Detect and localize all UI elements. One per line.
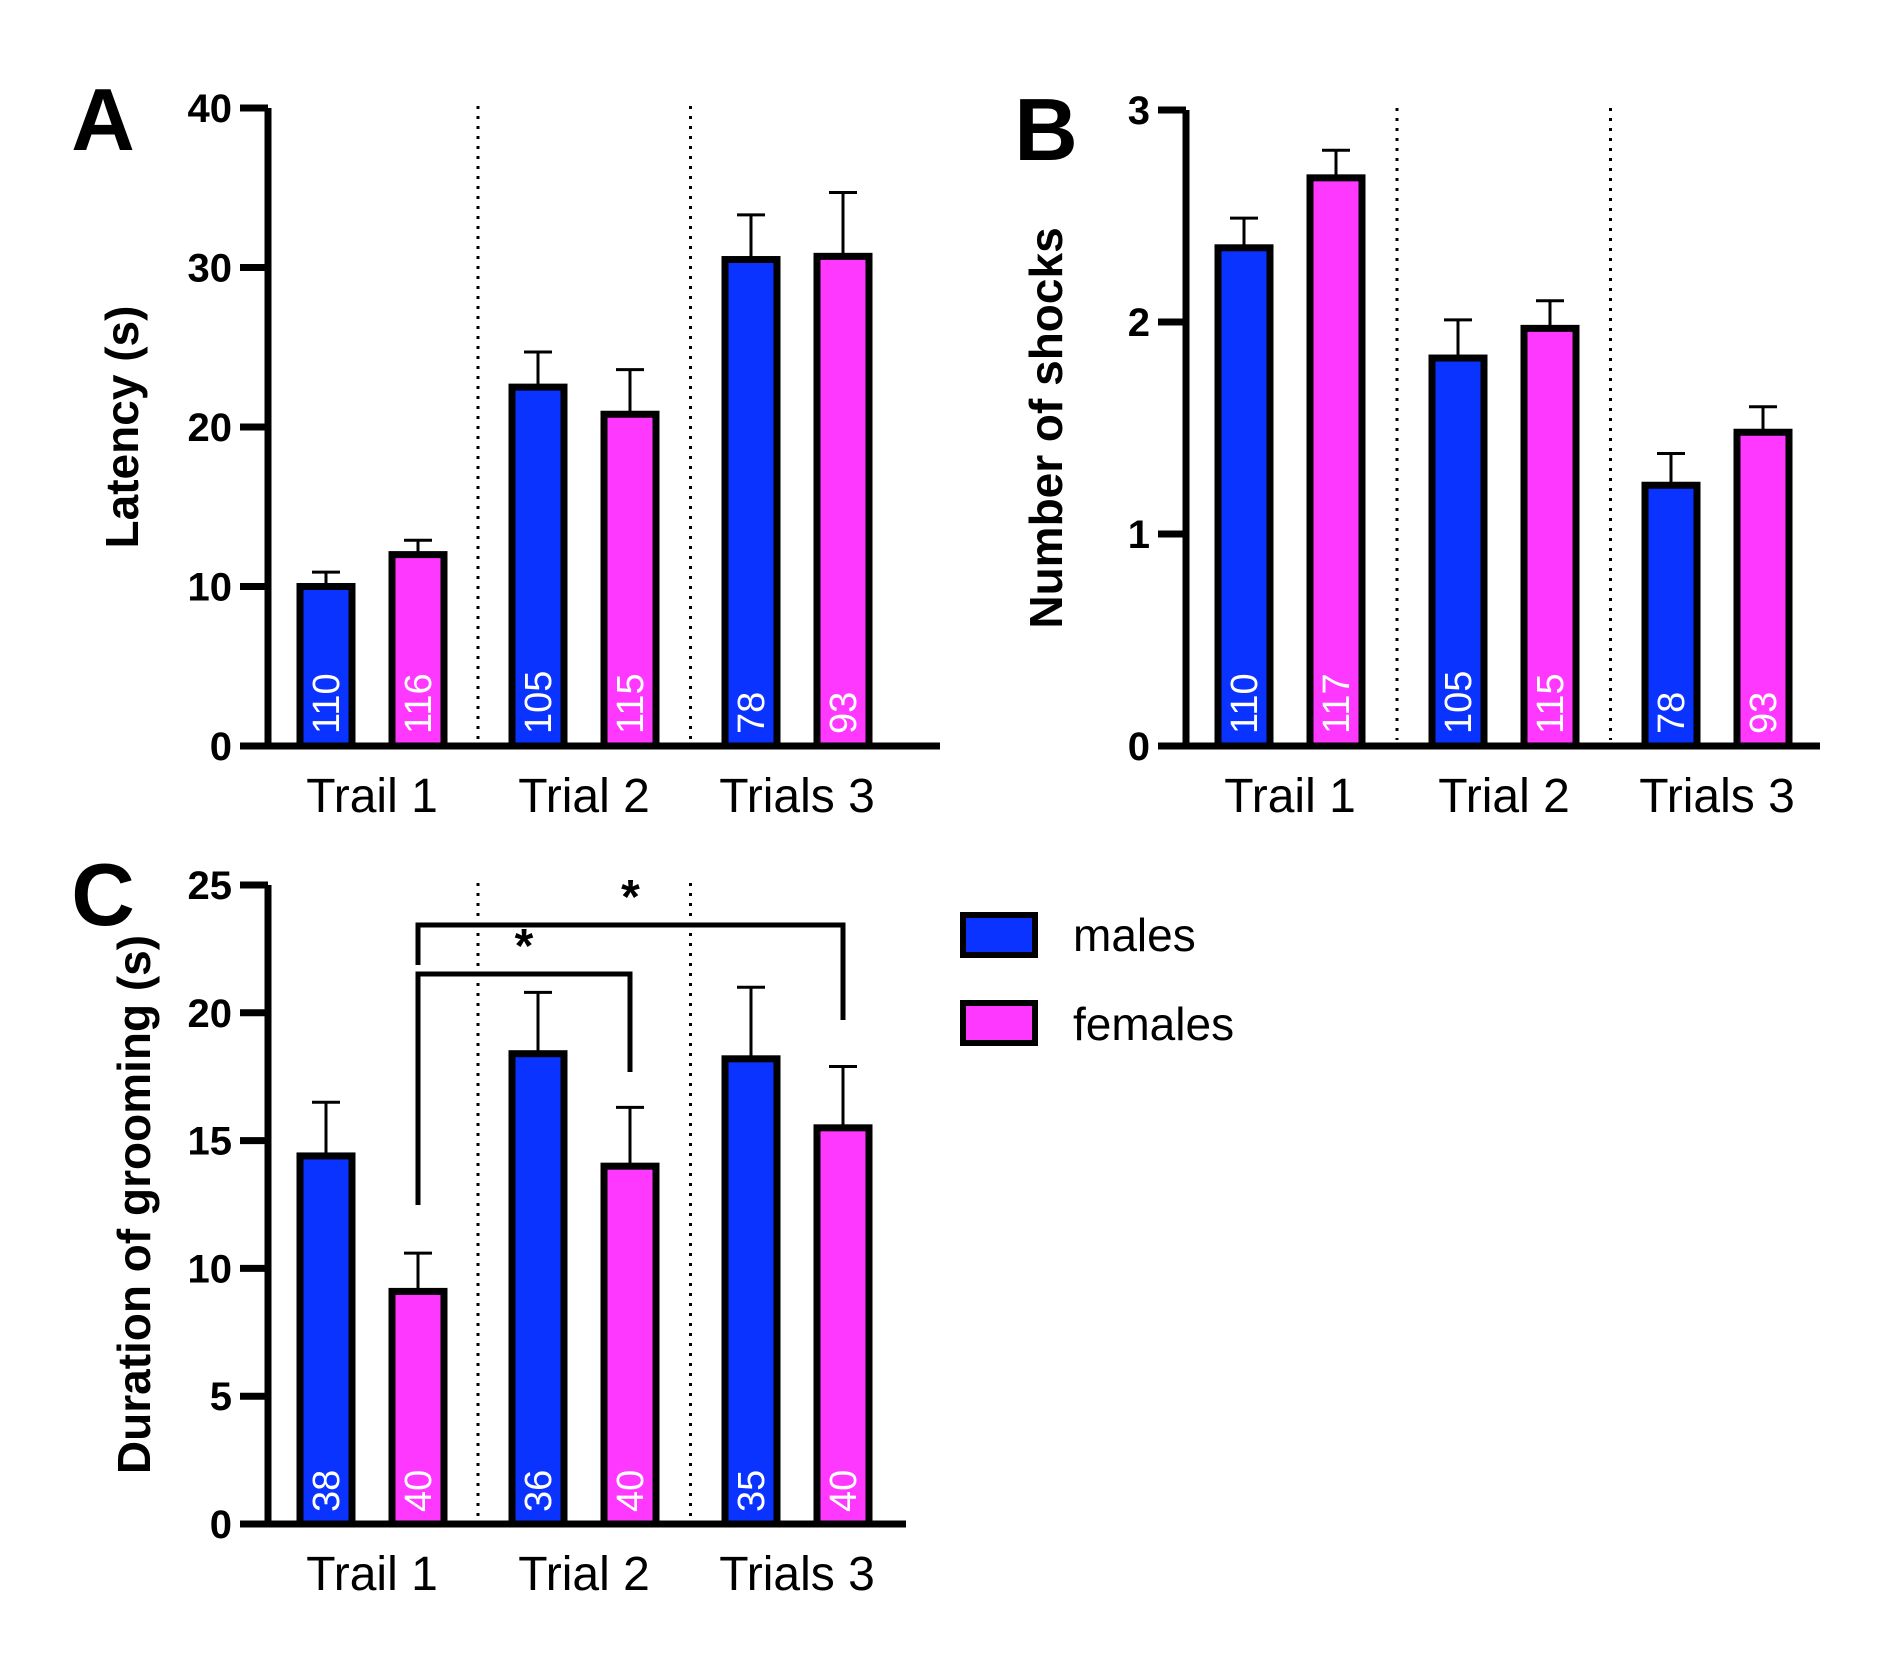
- bar-a-males-3: [721, 256, 781, 750]
- x-tick-label-b-1: Trail 1: [1224, 770, 1356, 823]
- n-label-a-males-3: 78: [731, 692, 773, 734]
- bar-c-males-3: [721, 1055, 781, 1528]
- y-tick-label-a-40: 40: [188, 87, 233, 131]
- n-label-b-males-3: 78: [1651, 692, 1693, 734]
- n-label-a-females-3: 93: [823, 692, 865, 734]
- x-tick-label-c-1: Trail 1: [306, 1548, 438, 1601]
- bar-c-males-1: [296, 1152, 356, 1528]
- significance-bracket-c-2: [415, 922, 846, 1020]
- y-axis-label-a: Latency (s): [96, 306, 148, 549]
- legend: males females: [960, 909, 1234, 1050]
- bar-a-females-3: [813, 252, 873, 750]
- n-label-a-females-1: 116: [398, 673, 440, 734]
- n-label-a-males-1: 110: [306, 673, 348, 734]
- bar-c-females-3: [813, 1124, 873, 1528]
- n-label-c-females-2: 40: [610, 1470, 652, 1512]
- y-axis-label-c: Duration of grooming (s): [108, 935, 160, 1474]
- n-label-b-males-1: 110: [1224, 673, 1266, 734]
- y-axis-label-b: Number of shocks: [1020, 227, 1072, 628]
- legend-label-males: males: [1073, 909, 1196, 961]
- y-tick-label-a-0: 0: [210, 725, 232, 769]
- chart-panel-b: B Number of shocks 110 117 105 115 78 93 0 1 2 3 Tra…: [1014, 80, 1820, 823]
- y-tick-label-c-0: 0: [210, 1503, 232, 1547]
- y-tick-label-b-2: 2: [1128, 301, 1150, 345]
- n-label-b-females-3: 93: [1743, 692, 1785, 734]
- n-label-b-females-1: 117: [1316, 673, 1358, 734]
- n-label-b-females-2: 115: [1530, 673, 1572, 734]
- n-label-a-males-2: 105: [518, 671, 560, 734]
- significance-bracket-c-1: [415, 971, 633, 1205]
- x-tick-label-b-2: Trial 2: [1438, 770, 1570, 823]
- n-label-c-males-1: 38: [306, 1470, 348, 1512]
- n-label-c-males-3: 35: [731, 1470, 773, 1512]
- x-tick-label-a-2: Trial 2: [518, 770, 650, 823]
- n-label-c-males-2: 36: [518, 1470, 560, 1512]
- significance-star-c-1: *: [515, 920, 534, 973]
- significance-star-c-2: *: [621, 871, 640, 924]
- panel-letter-b: B: [1014, 80, 1078, 179]
- y-tick-label-c-10: 10: [188, 1247, 233, 1291]
- legend-swatch-males: [960, 912, 1038, 958]
- panel-letter-c: C: [71, 845, 135, 944]
- x-tick-label-a-1: Trail 1: [306, 770, 438, 823]
- y-tick-label-a-20: 20: [188, 406, 233, 450]
- y-tick-label-c-25: 25: [188, 864, 233, 908]
- bar-b-males-1: [1214, 244, 1274, 750]
- n-label-c-females-1: 40: [398, 1470, 440, 1512]
- chart-panel-a: A Latency (s) 110 116 105 115 78 93 0 10 20 30 40 Tra…: [71, 70, 940, 823]
- x-tick-label-b-3: Trials 3: [1639, 770, 1795, 823]
- y-tick-label-b-0: 0: [1128, 725, 1150, 769]
- legend-label-females: females: [1073, 998, 1234, 1050]
- n-label-a-females-2: 115: [610, 673, 652, 734]
- bar-c-males-2: [508, 1050, 568, 1528]
- n-label-c-females-3: 40: [823, 1470, 865, 1512]
- x-tick-label-c-3: Trials 3: [719, 1548, 875, 1601]
- y-tick-label-a-10: 10: [188, 566, 233, 610]
- bar-b-females-1: [1306, 174, 1366, 750]
- y-tick-label-c-5: 5: [210, 1375, 232, 1419]
- panel-letter-a: A: [71, 70, 135, 169]
- y-tick-label-b-1: 1: [1128, 513, 1150, 557]
- x-tick-label-a-3: Trials 3: [719, 770, 875, 823]
- x-tick-label-c-2: Trial 2: [518, 1548, 650, 1601]
- y-tick-label-c-15: 15: [188, 1120, 233, 1164]
- bar-c-females-2: [600, 1162, 660, 1528]
- y-tick-label-b-3: 3: [1128, 89, 1150, 133]
- y-tick-label-c-20: 20: [188, 992, 233, 1036]
- y-tick-label-a-30: 30: [188, 247, 233, 291]
- n-label-b-males-2: 105: [1438, 671, 1480, 734]
- legend-swatch-females: [960, 1000, 1038, 1046]
